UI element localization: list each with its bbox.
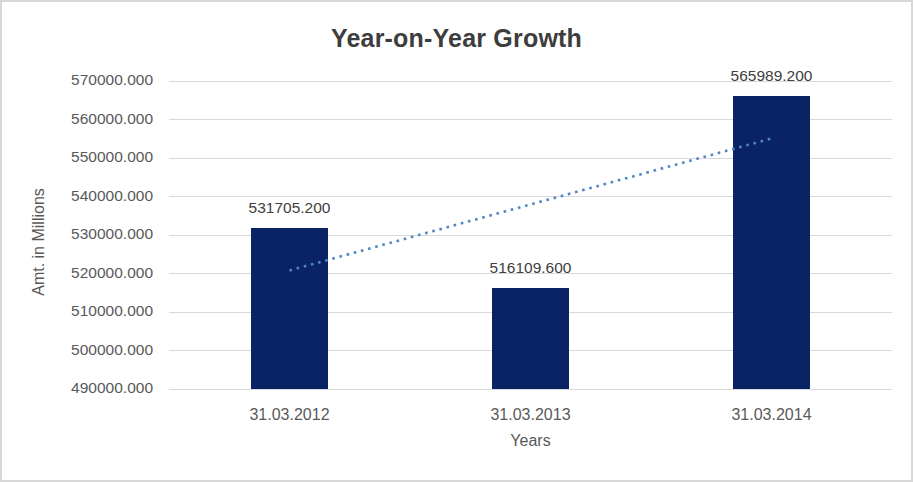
- x-axis-title: Years: [169, 432, 892, 450]
- x-tick-label: 31.03.2014: [651, 406, 892, 424]
- y-tick-label: 500000.000: [2, 341, 153, 359]
- chart-frame: Year-on-Year Growth Amt. in Millions 570…: [0, 0, 913, 482]
- bar-data-label: 531705.200: [210, 199, 370, 217]
- bar-31.03.2013[interactable]: [492, 288, 569, 389]
- bar-data-label: 516109.600: [451, 259, 611, 277]
- bar-31.03.2012[interactable]: [251, 228, 328, 389]
- x-tick-label: 31.03.2012: [169, 406, 410, 424]
- bar-31.03.2014[interactable]: [733, 96, 810, 389]
- y-tick-label: 550000.000: [2, 148, 153, 166]
- y-tick-label: 570000.000: [2, 71, 153, 89]
- y-tick-label: 530000.000: [2, 225, 153, 243]
- y-tick-label: 520000.000: [2, 264, 153, 282]
- y-tick-label: 540000.000: [2, 187, 153, 205]
- y-tick-label: 510000.000: [2, 302, 153, 320]
- y-tick-label: 560000.000: [2, 110, 153, 128]
- x-tick-label: 31.03.2013: [410, 406, 651, 424]
- plot-area: 570000.000 560000.000 550000.000 540000.000…: [2, 2, 913, 482]
- bar-data-label: 565989.200: [692, 67, 852, 85]
- y-tick-label: 490000.000: [2, 379, 153, 397]
